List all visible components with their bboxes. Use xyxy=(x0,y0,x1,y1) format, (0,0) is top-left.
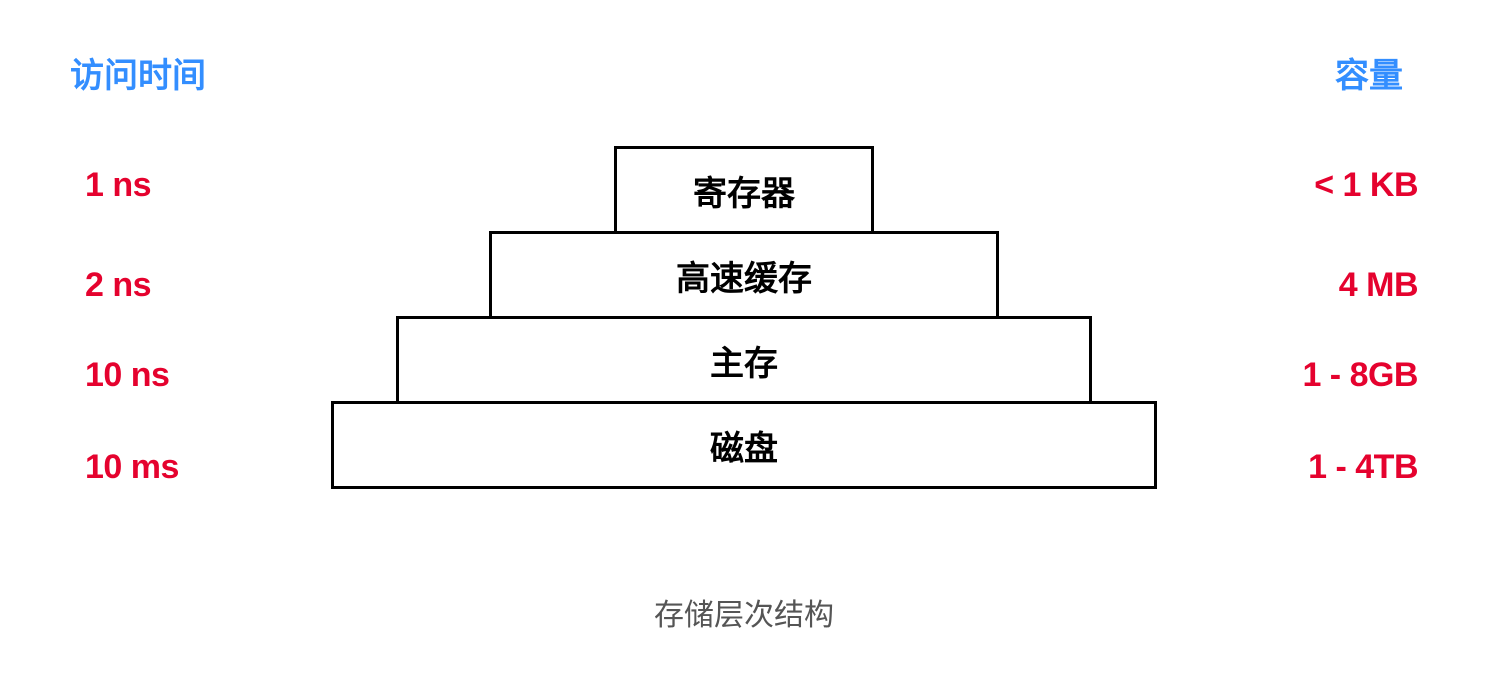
access-time-register: 1 ns xyxy=(85,166,285,205)
tier-register: 寄存器 xyxy=(614,146,874,234)
access-time-disk: 10 ms xyxy=(85,448,285,487)
tier-label: 磁盘 xyxy=(710,421,778,470)
capacity-register: < 1 KB xyxy=(1218,166,1418,205)
tier-label: 高速缓存 xyxy=(676,251,812,300)
access-time-header: 访问时间 xyxy=(70,48,206,97)
tier-label: 主存 xyxy=(710,336,778,385)
pyramid-container: 寄存器 高速缓存 主存 磁盘 xyxy=(331,146,1157,489)
capacity-main-memory: 1 - 8GB xyxy=(1218,356,1418,395)
storage-hierarchy-diagram: 访问时间 容量 寄存器 高速缓存 主存 磁盘 1 ns 2 ns 10 ns 1… xyxy=(0,0,1488,674)
capacity-header: 容量 xyxy=(1335,48,1403,97)
access-time-main-memory: 10 ns xyxy=(85,356,285,395)
tier-disk: 磁盘 xyxy=(331,401,1157,489)
tier-main-memory: 主存 xyxy=(396,316,1092,404)
access-time-cache: 2 ns xyxy=(85,266,285,305)
capacity-cache: 4 MB xyxy=(1218,266,1418,305)
tier-label: 寄存器 xyxy=(693,166,795,215)
diagram-caption: 存储层次结构 xyxy=(654,590,834,634)
tier-cache: 高速缓存 xyxy=(489,231,999,319)
capacity-disk: 1 - 4TB xyxy=(1218,448,1418,487)
